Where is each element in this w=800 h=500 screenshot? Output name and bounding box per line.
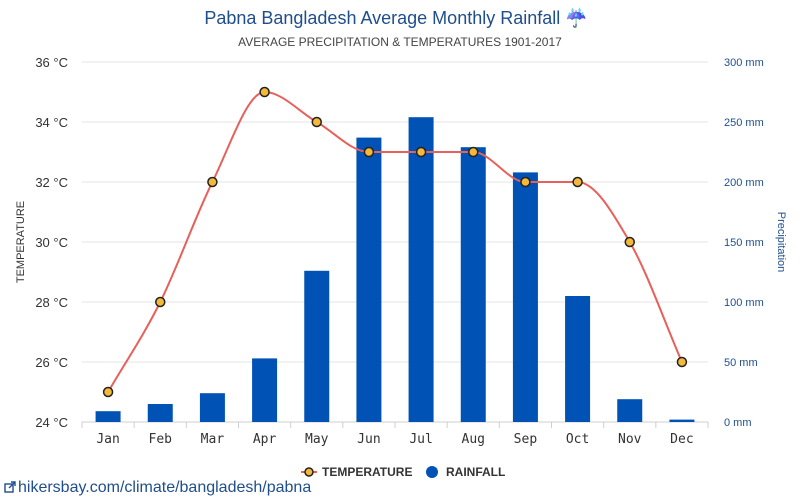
y-left-tick-label: 28 °C (35, 295, 68, 310)
source-footer: hikersbay.com/climate/bangladesh/pabna (4, 479, 311, 497)
x-tick-label: Jul (409, 432, 432, 447)
rainfall-bar[interactable] (252, 358, 278, 422)
rainfall-chart: Pabna Bangladesh Average Monthly Rainfal… (15, 7, 787, 479)
chart-legend: TEMPERATURE RAINFALL (301, 465, 505, 479)
rainfall-bar[interactable] (408, 117, 434, 422)
temperature-point[interactable] (520, 176, 531, 188)
y-right-tick-label: 50 mm (724, 357, 758, 369)
x-tick-label: Apr (253, 432, 277, 447)
left-axis-title: TEMPERATURE (15, 201, 27, 283)
rainfall-bar[interactable] (356, 137, 382, 422)
x-tick-label: Jan (96, 432, 119, 447)
rainfall-bar[interactable] (304, 270, 330, 422)
rainfall-bar[interactable] (460, 147, 486, 422)
x-tick-label: Nov (618, 432, 642, 447)
y-right-tick-label: 150 mm (724, 237, 764, 249)
rainfall-bar[interactable] (199, 393, 225, 422)
chart-title: Pabna Bangladesh Average Monthly Rainfal… (204, 7, 587, 28)
y-right-tick-label: 250 mm (724, 117, 764, 129)
temperature-line (107, 90, 683, 393)
x-tick-label: Jun (357, 432, 380, 447)
y-right-tick-label: 0 mm (724, 417, 752, 429)
x-tick-label: Feb (149, 432, 173, 447)
temperature-point[interactable] (311, 116, 322, 128)
rainfall-bar[interactable] (95, 411, 121, 422)
rainfall-bar[interactable] (565, 296, 591, 422)
y-right-tick-label: 100 mm (724, 297, 764, 309)
y-left-tick-label: 26 °C (35, 355, 68, 370)
temperature-point[interactable] (572, 176, 583, 188)
rainfall-bar[interactable] (512, 172, 538, 422)
x-tick-label: Oct (566, 432, 589, 447)
temperature-point[interactable] (207, 176, 218, 188)
link-icon (4, 481, 16, 493)
y-left-tick-label: 24 °C (35, 415, 68, 430)
temperature-point[interactable] (363, 146, 375, 158)
rainfall-bar[interactable] (617, 399, 643, 422)
y-left-tick-label: 36 °C (35, 55, 68, 70)
legend-temperature-marker (304, 467, 314, 477)
x-tick-label: May (305, 432, 329, 447)
temperature-point[interactable] (259, 86, 270, 98)
temperature-point[interactable] (676, 356, 688, 368)
chart-subtitle: AVERAGE PRECIPITATION & TEMPERATURES 190… (238, 35, 562, 49)
right-axis-title: Precipitation (775, 212, 787, 273)
x-tick-label: Sep (514, 432, 538, 447)
rainfall-bar[interactable] (669, 419, 695, 422)
y-right-tick-label: 300 mm (724, 57, 764, 69)
x-tick-label: Aug (462, 432, 485, 447)
temperature-point[interactable] (155, 296, 166, 308)
temperature-point[interactable] (468, 146, 479, 158)
x-tick-label: Mar (201, 432, 225, 447)
legend-rainfall-marker (426, 466, 438, 478)
legend-rainfall-label[interactable]: RAINFALL (446, 465, 505, 479)
y-left-tick-label: 32 °C (35, 175, 68, 190)
legend-temperature-label[interactable]: TEMPERATURE (322, 465, 412, 479)
temperature-point[interactable] (102, 386, 114, 398)
y-right-tick-label: 200 mm (724, 177, 764, 189)
y-left-tick-label: 34 °C (35, 115, 68, 130)
source-link[interactable]: hikersbay.com/climate/bangladesh/pabna (18, 479, 312, 496)
temperature-point[interactable] (624, 236, 635, 248)
y-left-tick-label: 30 °C (35, 235, 68, 250)
temperature-point[interactable] (415, 146, 427, 158)
rainfall-bar[interactable] (147, 404, 173, 422)
x-tick-label: Dec (670, 432, 693, 447)
